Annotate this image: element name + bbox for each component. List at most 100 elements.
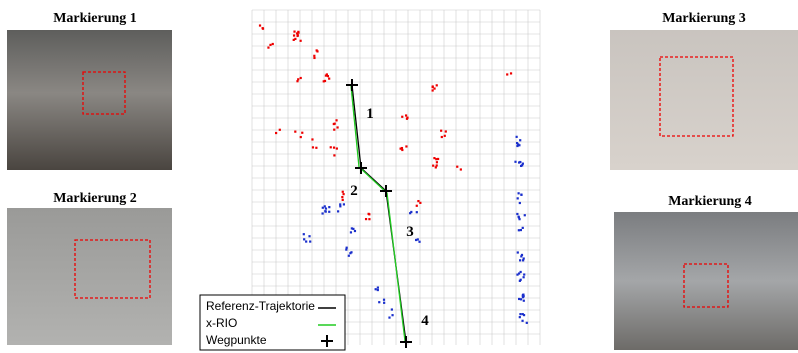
point bbox=[383, 301, 386, 304]
point bbox=[525, 321, 528, 324]
point bbox=[328, 77, 331, 80]
point bbox=[517, 272, 521, 275]
legend-label: x-RIO bbox=[206, 316, 237, 330]
marker-box bbox=[82, 71, 126, 115]
point bbox=[404, 114, 408, 117]
point bbox=[305, 240, 308, 243]
point bbox=[522, 295, 525, 298]
point bbox=[516, 212, 519, 216]
point bbox=[521, 313, 524, 316]
point bbox=[415, 204, 418, 207]
point bbox=[518, 218, 521, 221]
point bbox=[297, 78, 300, 81]
point bbox=[337, 210, 340, 213]
grid bbox=[251, 9, 541, 345]
point bbox=[328, 206, 331, 209]
legend-label: Referenz-Trajektorie bbox=[206, 299, 315, 313]
waypoint-label: 2 bbox=[350, 183, 358, 199]
point bbox=[339, 205, 342, 208]
point bbox=[278, 128, 281, 131]
panel-title: Markierung 4 bbox=[668, 194, 752, 209]
point bbox=[368, 213, 371, 216]
legend-swatch bbox=[321, 335, 333, 347]
point bbox=[335, 119, 338, 122]
point bbox=[341, 190, 344, 193]
point bbox=[521, 162, 524, 165]
point bbox=[519, 228, 522, 232]
legend bbox=[199, 294, 346, 351]
point bbox=[267, 46, 270, 49]
point bbox=[324, 210, 327, 213]
point bbox=[432, 164, 435, 167]
point bbox=[522, 276, 525, 279]
panel-title: Markierung 1 bbox=[53, 11, 137, 26]
point bbox=[332, 122, 335, 126]
point bbox=[516, 197, 519, 200]
point bbox=[311, 138, 314, 141]
point bbox=[308, 235, 311, 238]
point bbox=[519, 278, 522, 281]
point bbox=[522, 259, 525, 262]
point bbox=[261, 27, 264, 30]
point bbox=[353, 229, 357, 233]
marker-box bbox=[683, 263, 729, 308]
point bbox=[417, 199, 420, 203]
point bbox=[431, 85, 434, 88]
point bbox=[521, 293, 525, 297]
point bbox=[294, 130, 297, 133]
point bbox=[416, 238, 419, 241]
point bbox=[409, 212, 412, 215]
point bbox=[322, 80, 325, 83]
point bbox=[518, 201, 521, 205]
point bbox=[435, 158, 438, 161]
point bbox=[418, 240, 421, 243]
point bbox=[519, 313, 522, 316]
point bbox=[313, 54, 316, 57]
point bbox=[323, 205, 326, 208]
point bbox=[523, 273, 526, 276]
point bbox=[514, 160, 517, 163]
point bbox=[518, 279, 521, 282]
point bbox=[292, 34, 296, 37]
point-cloud bbox=[258, 24, 528, 324]
point bbox=[415, 211, 418, 214]
point bbox=[294, 37, 297, 41]
point bbox=[517, 216, 521, 219]
point bbox=[440, 135, 443, 139]
point bbox=[316, 50, 319, 53]
point bbox=[342, 203, 346, 206]
point bbox=[345, 246, 348, 249]
point bbox=[519, 259, 522, 262]
point bbox=[519, 160, 522, 164]
point bbox=[419, 201, 422, 204]
point bbox=[399, 147, 402, 150]
point bbox=[333, 128, 336, 131]
point bbox=[388, 316, 391, 319]
point bbox=[349, 231, 353, 234]
point bbox=[405, 145, 408, 148]
marker-box bbox=[74, 239, 151, 299]
point bbox=[299, 76, 302, 80]
point bbox=[506, 73, 509, 76]
point bbox=[275, 131, 278, 135]
point bbox=[324, 74, 328, 77]
point bbox=[376, 286, 379, 289]
point bbox=[269, 43, 272, 47]
waypoint bbox=[380, 185, 392, 197]
waypoints bbox=[346, 79, 412, 348]
point bbox=[522, 257, 525, 260]
point bbox=[435, 161, 439, 164]
point bbox=[364, 217, 368, 221]
point bbox=[336, 126, 339, 129]
point bbox=[520, 193, 523, 196]
point bbox=[444, 130, 447, 133]
point bbox=[341, 198, 344, 202]
point bbox=[433, 157, 436, 160]
point bbox=[271, 42, 274, 46]
point bbox=[313, 56, 316, 60]
point bbox=[517, 192, 520, 195]
point bbox=[515, 142, 519, 145]
waypoint-label: 1 bbox=[366, 106, 374, 122]
point bbox=[342, 193, 345, 196]
point bbox=[315, 146, 318, 149]
